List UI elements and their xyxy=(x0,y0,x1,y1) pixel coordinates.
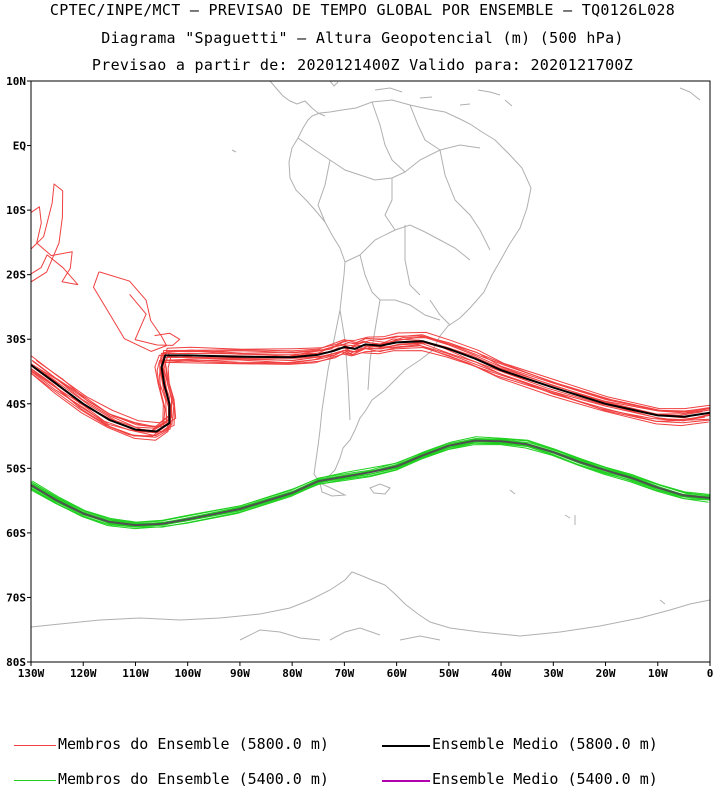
coastlines xyxy=(31,81,710,641)
lat-label: 10N xyxy=(6,75,26,88)
lon-label: 60W xyxy=(387,667,407,680)
member-5400-line xyxy=(31,438,710,524)
lat-label: 10S xyxy=(6,204,26,217)
member-5400-line xyxy=(33,440,710,527)
lon-label: 130W xyxy=(18,667,45,680)
member-5400-line xyxy=(31,439,708,525)
lat-label: 70S xyxy=(6,591,26,604)
member-5400-line xyxy=(31,442,710,528)
title-line-3: Previsao a partir de: 2020121400Z Valido… xyxy=(91,56,634,74)
mean-5400-line xyxy=(31,439,710,527)
lat-label: 20S xyxy=(6,269,26,282)
lat-label: 80S xyxy=(6,656,26,669)
spaghetti-map: 10N EQ 10S 20S 30S 40S 50S 60S 70S 80S 130W 120W 11… xyxy=(6,75,714,680)
member-5800-line xyxy=(31,336,710,429)
lat-label: 30S xyxy=(6,333,26,346)
lat-label: 40S xyxy=(6,398,26,411)
member-5800-line xyxy=(31,183,64,283)
legend-swatch-member-5400 xyxy=(14,780,56,781)
lon-label: 120W xyxy=(70,667,97,680)
longitude-axis: 130W 120W 110W 100W 90W 80W 70W 60W 50W 40W 30W 20W… xyxy=(18,662,714,680)
map-frame xyxy=(30,80,711,663)
member-5800-line xyxy=(31,350,709,441)
lon-label: 50W xyxy=(439,667,459,680)
lon-label: 20W xyxy=(596,667,616,680)
lat-label: EQ xyxy=(13,140,27,153)
latitude-axis: 10N EQ 10S 20S 30S 40S 50S 60S 70S 80S xyxy=(6,75,31,669)
legend-label-mean-5800: Ensemble Medio (5800.0 m) xyxy=(432,735,658,753)
mean-5800-line xyxy=(31,340,710,433)
member-5800-line xyxy=(31,340,703,433)
member-5800-line xyxy=(129,293,181,346)
lon-label: 100W xyxy=(174,667,201,680)
lon-label: 10W xyxy=(648,667,668,680)
lon-label: 70W xyxy=(334,667,354,680)
legend-label-member-5800: Membros do Ensemble (5800.0 m) xyxy=(58,735,329,753)
title-line-2: Diagrama "Spaguetti" – Altura Geopotenci… xyxy=(101,29,624,47)
member-5800-line xyxy=(31,345,710,437)
legend-label-mean-5400: Ensemble Medio (5400.0 m) xyxy=(432,770,658,788)
title-line-1: CPTEC/INPE/MCT – PREVISAO DE TEMPO GLOBA… xyxy=(49,1,676,19)
member-5400-line xyxy=(31,438,710,524)
member-5400-line xyxy=(31,440,710,528)
legend-swatch-member-5800 xyxy=(14,745,56,746)
member-5800-line xyxy=(32,334,710,428)
lat-label: 50S xyxy=(6,462,26,475)
member-5800-line xyxy=(93,271,167,352)
members-5400-group xyxy=(31,436,710,530)
lat-label: 60S xyxy=(6,527,26,540)
lon-label: 0 xyxy=(707,667,714,680)
legend-swatch-mean-5800 xyxy=(382,745,430,747)
lon-label: 30W xyxy=(543,667,563,680)
lon-label: 40W xyxy=(491,667,511,680)
legend-swatch-mean-5400 xyxy=(382,780,430,782)
lon-label: 90W xyxy=(230,667,250,680)
member-5800-line xyxy=(36,342,710,433)
member-5400-line xyxy=(33,438,710,525)
member-5400-line xyxy=(31,444,709,530)
member-5800-line xyxy=(31,331,710,424)
members-5800-group xyxy=(31,183,710,441)
member-5800-line xyxy=(31,344,705,437)
lon-label: 80W xyxy=(282,667,302,680)
member-5400-line xyxy=(32,436,710,523)
member-5400-line xyxy=(31,440,708,526)
mean-5400-group xyxy=(31,439,710,527)
member-5800-line xyxy=(31,206,79,286)
mean-5800-group xyxy=(31,340,710,433)
lon-label: 110W xyxy=(122,667,149,680)
legend-label-member-5400: Membros do Ensemble (5400.0 m) xyxy=(58,770,329,788)
member-5400-line xyxy=(31,442,708,528)
member-5400-line xyxy=(31,442,710,528)
